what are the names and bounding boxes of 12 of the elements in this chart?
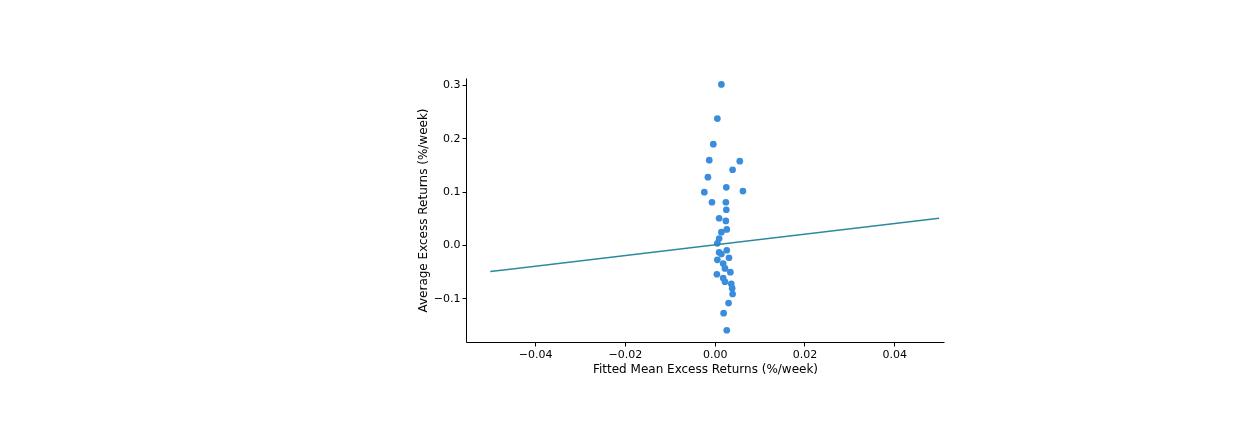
y-tick-label: −0.1 [433, 291, 461, 305]
y-axis-title: Average Excess Returns (%/week) [415, 108, 430, 313]
y-tick-label: 0.0 [443, 238, 461, 252]
x-tick-label: 0.02 [792, 347, 818, 361]
y-tick-label: 0.1 [443, 185, 461, 199]
y-tick-label: 0.2 [443, 131, 461, 145]
y-tick-label: 0.3 [443, 78, 461, 92]
x-tick-label: 0.00 [702, 347, 728, 361]
x-axis-title: Fitted Mean Excess Returns (%/week) [592, 361, 819, 376]
x-tick-label: 0.04 [882, 347, 907, 361]
x-tick-label: −0.02 [608, 347, 643, 361]
x-tick-label: −0.04 [518, 347, 553, 361]
